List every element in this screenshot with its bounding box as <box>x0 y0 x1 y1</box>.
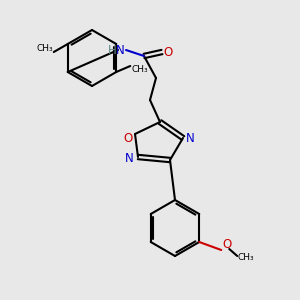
Text: O: O <box>124 132 133 145</box>
Text: O: O <box>222 238 232 251</box>
Text: CH₃: CH₃ <box>36 44 53 53</box>
Text: CH₃: CH₃ <box>131 65 148 74</box>
Text: O: O <box>163 46 172 59</box>
Text: N: N <box>186 131 195 145</box>
Text: H: H <box>108 44 117 58</box>
Text: CH₃: CH₃ <box>237 254 254 262</box>
Text: N: N <box>125 152 134 164</box>
Text: N: N <box>116 44 125 56</box>
